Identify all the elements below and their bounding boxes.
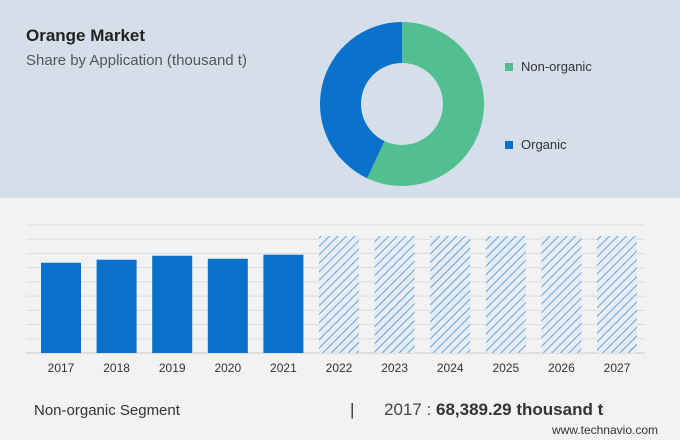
legend-label: Organic <box>521 137 567 152</box>
bar-forecast-2022 <box>319 236 359 353</box>
legend-item-organic: Organic <box>505 137 567 152</box>
bar-forecast-2025 <box>485 236 526 353</box>
chart-subtitle: Share by Application (thousand t) <box>26 52 247 69</box>
bar-2020 <box>207 258 248 353</box>
x-tick-label: 2026 <box>548 361 575 375</box>
legend-item-non-organic: Non-organic <box>505 59 592 74</box>
bar-chart: 2017 2018 2019 2020 2021 2022 2023 2024 2025 2026… <box>26 224 645 375</box>
bar-forecast-2024 <box>430 236 471 353</box>
legend-swatch <box>505 140 513 149</box>
bar-2018 <box>96 259 137 353</box>
bar-forecast-2027 <box>597 236 637 353</box>
x-tick-label: 2024 <box>437 361 464 375</box>
bar-forecast-2026 <box>541 236 582 353</box>
x-tick-label: 2023 <box>381 361 408 375</box>
donut-slice-organic <box>320 22 402 179</box>
donut-chart <box>320 22 484 186</box>
x-tick-label: 2018 <box>103 361 130 375</box>
legend-swatch <box>505 62 513 71</box>
segment-label: Non-organic Segment <box>34 402 180 419</box>
segment-value: 2017 : 68,389.29 thousand t <box>384 400 603 420</box>
x-tick-label: 2022 <box>326 361 353 375</box>
bar-2017 <box>41 262 81 353</box>
bar-2019 <box>152 255 193 353</box>
x-tick-label: 2025 <box>492 361 519 375</box>
donut-slice-non-organic <box>367 22 484 186</box>
x-tick-label: 2027 <box>604 361 631 375</box>
separator: | <box>350 400 355 419</box>
bar-forecast-2023 <box>374 236 415 353</box>
x-tick-label: 2020 <box>214 361 241 375</box>
value-amount: 68,389.29 thousand t <box>436 400 604 419</box>
x-tick-label: 2017 <box>48 361 75 375</box>
value-year: 2017 : <box>384 400 432 419</box>
bar-2021 <box>263 254 304 353</box>
x-tick-label: 2021 <box>270 361 297 375</box>
x-tick-label: 2019 <box>159 361 186 375</box>
legend-label: Non-organic <box>521 59 592 74</box>
chart-title: Orange Market <box>26 26 146 45</box>
source-link: www.technavio.com <box>551 423 658 437</box>
